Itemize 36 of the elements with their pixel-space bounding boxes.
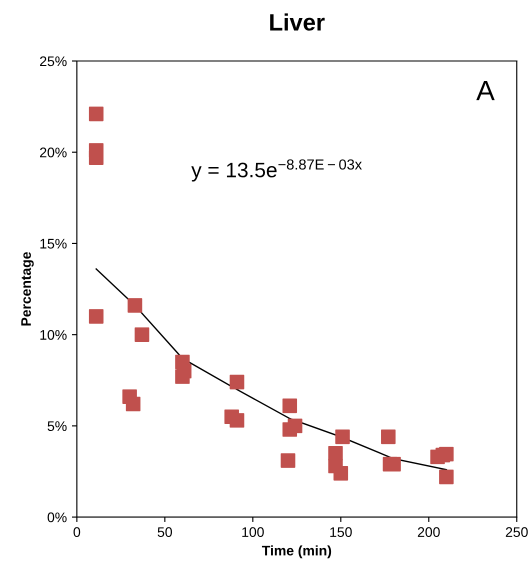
point [288,418,302,434]
x-tick-label: 0 [74,527,80,538]
y-tick-label: 5% [48,421,67,432]
point [230,413,244,428]
x-tick-label: 250 [506,527,528,538]
y-tick-label: 15% [40,238,67,249]
annotation: A [476,81,495,100]
point [230,374,244,390]
point [439,446,454,462]
x-axis-title: Time (min) [262,545,332,558]
x-tick-label: 100 [242,527,264,538]
point [126,396,140,412]
point [134,327,150,342]
chart-title: Liver [270,13,325,31]
point [280,453,296,468]
y-tick-label: 0% [48,512,67,522]
point [381,430,396,444]
point [439,470,454,484]
point [335,430,350,444]
point [334,466,348,481]
point [386,456,401,472]
point [88,309,104,324]
x-tick-label: 50 [158,527,172,538]
y-axis-title: Percentage [21,252,34,326]
point [282,398,298,414]
x-tick-label: 200 [418,527,440,538]
x-tick-label: 150 [330,527,352,538]
point [88,150,104,165]
point [175,369,190,384]
y-tick-label: 20% [40,148,67,158]
y-tick-label: 25% [40,56,67,66]
annotation: y = 13.5e$^{−8.87E−03x}$ [191,159,362,182]
y-tick-label: 10% [40,330,67,340]
point [328,446,343,461]
point [88,106,104,122]
point [128,298,142,313]
